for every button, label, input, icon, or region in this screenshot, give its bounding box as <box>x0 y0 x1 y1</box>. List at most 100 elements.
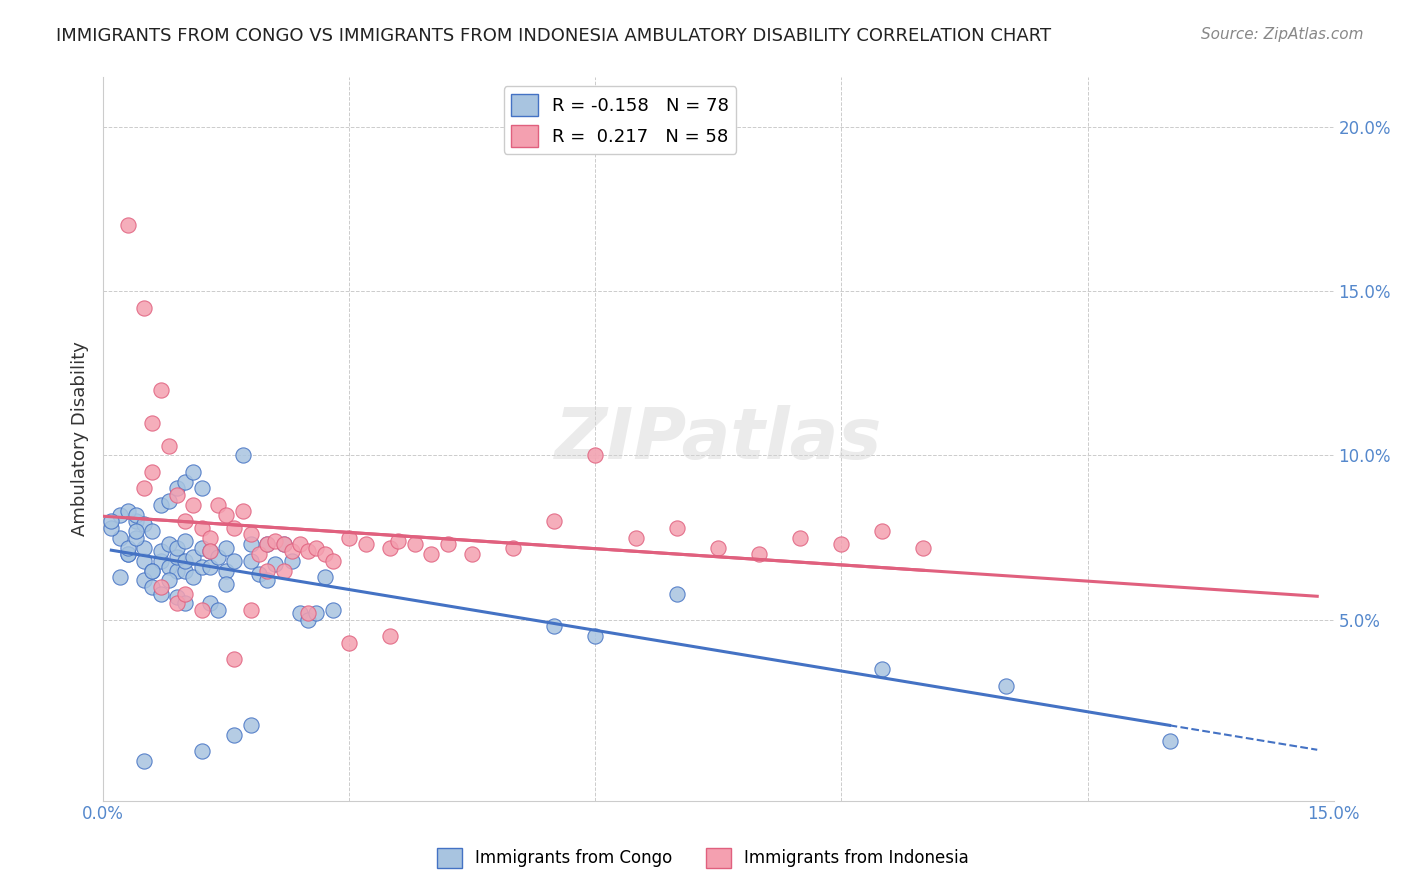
Point <box>322 554 344 568</box>
Point <box>141 416 163 430</box>
Point <box>297 606 319 620</box>
Point <box>264 533 287 548</box>
Point <box>183 570 205 584</box>
Text: Source: ZipAtlas.com: Source: ZipAtlas.com <box>1201 27 1364 42</box>
Point <box>190 481 212 495</box>
Point <box>134 541 156 555</box>
Point <box>125 514 148 528</box>
Point <box>190 744 212 758</box>
Point <box>117 504 139 518</box>
Point <box>141 524 163 538</box>
Point <box>994 679 1017 693</box>
Point <box>157 494 180 508</box>
Point <box>273 537 295 551</box>
Point <box>183 465 205 479</box>
Point <box>174 564 197 578</box>
Point <box>117 219 139 233</box>
Point <box>256 564 278 578</box>
Point <box>100 521 122 535</box>
Point <box>117 541 139 555</box>
Point <box>666 521 689 535</box>
Point <box>108 531 131 545</box>
Point <box>125 531 148 545</box>
Point <box>281 554 304 568</box>
Point <box>198 543 221 558</box>
Point <box>125 524 148 538</box>
Point <box>247 547 270 561</box>
Point <box>224 728 246 742</box>
Point <box>404 537 426 551</box>
Point <box>583 629 606 643</box>
Point <box>125 508 148 522</box>
Text: IMMIGRANTS FROM CONGO VS IMMIGRANTS FROM INDONESIA AMBULATORY DISABILITY CORRELA: IMMIGRANTS FROM CONGO VS IMMIGRANTS FROM… <box>56 27 1052 45</box>
Point <box>420 547 443 561</box>
Point <box>789 531 811 545</box>
Point <box>314 570 336 584</box>
Point <box>1159 734 1181 748</box>
Point <box>166 550 188 565</box>
Legend: Immigrants from Congo, Immigrants from Indonesia: Immigrants from Congo, Immigrants from I… <box>430 841 976 875</box>
Point <box>198 596 221 610</box>
Point <box>174 554 197 568</box>
Point <box>166 541 188 555</box>
Point <box>666 586 689 600</box>
Point <box>256 537 278 551</box>
Point <box>872 662 894 676</box>
Point <box>149 383 172 397</box>
Point <box>149 498 172 512</box>
Point <box>224 554 246 568</box>
Point <box>134 517 156 532</box>
Point <box>149 554 172 568</box>
Point <box>157 439 180 453</box>
Text: ZIPatlas: ZIPatlas <box>555 405 882 474</box>
Point <box>224 521 246 535</box>
Point <box>108 508 131 522</box>
Point <box>149 586 172 600</box>
Point <box>256 574 278 588</box>
Point <box>174 586 197 600</box>
Point <box>134 574 156 588</box>
Point <box>337 636 360 650</box>
Point <box>190 560 212 574</box>
Point <box>141 564 163 578</box>
Point <box>149 543 172 558</box>
Point <box>174 533 197 548</box>
Point <box>198 531 221 545</box>
Point <box>322 603 344 617</box>
Point <box>198 560 221 574</box>
Point <box>166 590 188 604</box>
Point <box>288 606 311 620</box>
Point <box>337 531 360 545</box>
Point <box>190 603 212 617</box>
Point <box>912 541 935 555</box>
Point <box>830 537 852 551</box>
Point <box>141 465 163 479</box>
Point <box>174 475 197 489</box>
Point <box>380 629 402 643</box>
Point <box>224 652 246 666</box>
Point <box>207 550 229 565</box>
Point <box>380 541 402 555</box>
Point <box>314 547 336 561</box>
Point <box>273 564 295 578</box>
Point <box>207 498 229 512</box>
Point <box>305 606 328 620</box>
Point <box>583 449 606 463</box>
Point <box>239 603 262 617</box>
Point <box>247 566 270 581</box>
Legend: R = -0.158   N = 78, R =  0.217   N = 58: R = -0.158 N = 78, R = 0.217 N = 58 <box>503 87 737 154</box>
Point <box>239 527 262 541</box>
Point <box>174 596 197 610</box>
Point <box>141 580 163 594</box>
Point <box>288 537 311 551</box>
Point <box>297 543 319 558</box>
Point <box>157 574 180 588</box>
Point <box>134 754 156 768</box>
Point <box>166 488 188 502</box>
Point <box>387 533 409 548</box>
Point <box>134 554 156 568</box>
Point <box>436 537 458 551</box>
Point <box>502 541 524 555</box>
Point <box>157 560 180 574</box>
Point <box>134 481 156 495</box>
